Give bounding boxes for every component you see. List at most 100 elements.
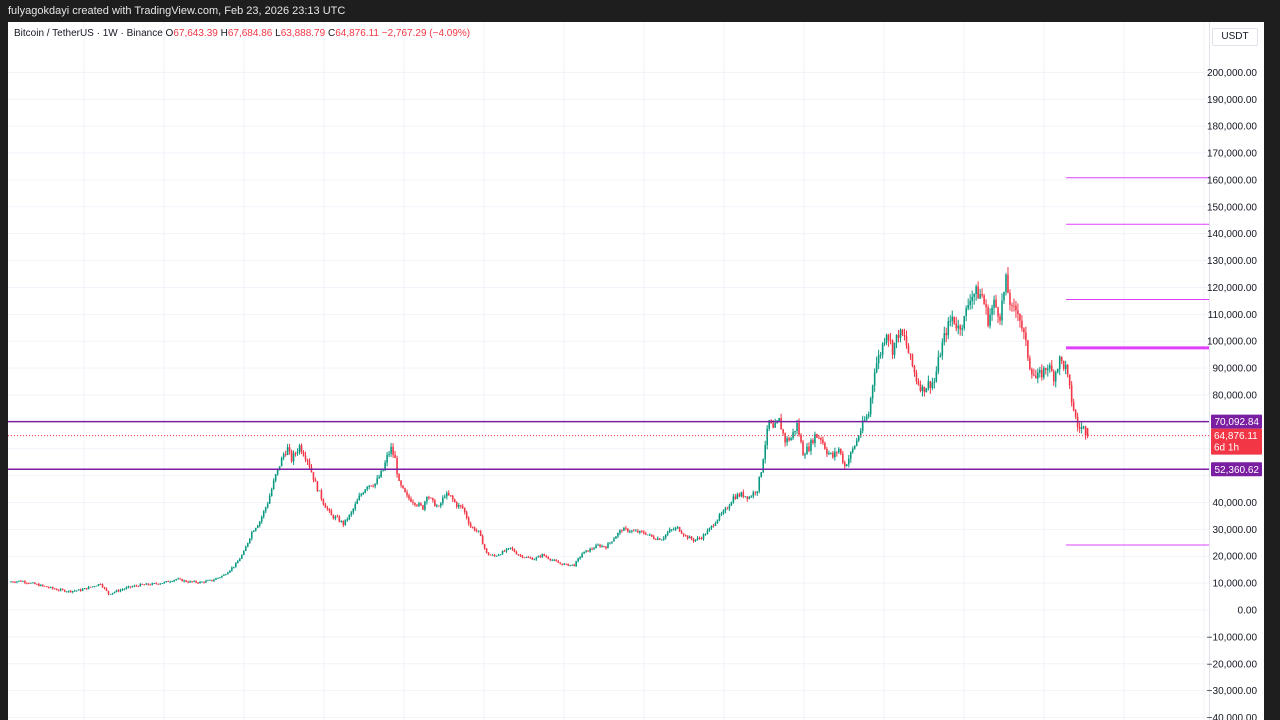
candle-body (529, 557, 532, 559)
candle-body (527, 557, 530, 559)
candle-body (995, 299, 997, 308)
chart-frame[interactable]: Bitcoin / TetherUS · 1W · Binance O67,64… (8, 22, 1264, 720)
candle-body (537, 556, 540, 558)
candle-body (589, 548, 591, 552)
candle-body (356, 500, 359, 504)
candle-body (109, 594, 112, 595)
candle-body (322, 499, 325, 505)
candle-body (684, 535, 687, 537)
candle-body (298, 445, 301, 452)
candle-body (893, 342, 896, 355)
candle-body (760, 472, 763, 477)
candle-body (842, 453, 844, 463)
candle-body (444, 496, 446, 498)
candle-body (129, 586, 132, 588)
candle-body (328, 508, 331, 511)
candle-body (840, 448, 842, 454)
candle-body (505, 548, 508, 552)
candle-body (706, 530, 709, 535)
price-axis[interactable] (1209, 22, 1264, 720)
candle-body (742, 492, 745, 497)
candle-body (402, 485, 404, 489)
candle-body (143, 584, 146, 586)
candle-body (939, 355, 942, 357)
candle-body (692, 539, 695, 542)
candle-body (145, 583, 148, 585)
candle-body (254, 528, 257, 531)
candle-body (1035, 375, 1037, 379)
candle-body (567, 563, 569, 566)
candle-body (55, 589, 58, 591)
candle-body (794, 430, 796, 433)
last-price-tag (1211, 428, 1262, 455)
candle-body (635, 530, 637, 532)
candle-body (834, 451, 836, 458)
candle-body (873, 372, 876, 386)
candle-body (360, 494, 363, 496)
candle-body (907, 345, 910, 354)
candle-body (288, 447, 291, 451)
candle-body (89, 586, 92, 588)
candle-body (1027, 340, 1029, 359)
candle-body (471, 527, 474, 528)
candle-body (881, 343, 884, 355)
candle-body (241, 554, 243, 559)
candle-body (786, 438, 788, 443)
candle-body (447, 493, 450, 496)
candle-body (662, 537, 665, 540)
candle-body (792, 432, 794, 439)
candle-body (1082, 426, 1085, 428)
candle-body (1033, 374, 1035, 376)
candle-body (308, 461, 311, 468)
candle-body (495, 555, 498, 557)
candle-body (290, 450, 293, 462)
candle-body (1031, 369, 1033, 375)
candle-body (973, 294, 975, 297)
candle-body (575, 561, 577, 567)
candle-body (225, 574, 227, 576)
price-chart[interactable] (8, 22, 1264, 720)
y-tick-label: 130,000.00 (1207, 256, 1257, 267)
candle-body (280, 457, 283, 467)
candle-body (422, 505, 424, 510)
candle-body (61, 589, 64, 590)
candle-body (44, 585, 46, 587)
candle-body (133, 585, 136, 587)
candle-body (36, 584, 38, 585)
candle-body (420, 503, 422, 506)
change-value: −2,767.29 (−4.09%) (381, 28, 471, 39)
candle-body (67, 590, 70, 592)
candle-body (183, 580, 185, 582)
candle-body (660, 539, 663, 541)
candle-body (812, 440, 814, 444)
candle-body (656, 538, 659, 540)
candle-body (758, 476, 761, 492)
candle-body (127, 586, 130, 588)
high-value: 67,684.86 (227, 28, 273, 39)
y-tick-label: 190,000.00 (1207, 95, 1257, 106)
candle-body (270, 489, 273, 496)
candle-body (631, 530, 633, 532)
candle-body (919, 384, 922, 391)
candle-body (1074, 410, 1077, 417)
candle-body (905, 336, 908, 346)
candle-body (181, 579, 183, 582)
candle-body (459, 505, 462, 507)
candle-body (1086, 428, 1089, 436)
candle-body (607, 543, 609, 549)
candle-body (515, 551, 518, 555)
axis-currency-label[interactable]: USDT (1212, 28, 1258, 46)
candle-body (442, 497, 444, 504)
y-tick-label: 150,000.00 (1207, 202, 1257, 213)
candle-body (501, 551, 504, 555)
candle-body (698, 537, 701, 539)
candle-body (1060, 356, 1063, 362)
candles (10, 267, 1089, 596)
candle-body (849, 452, 852, 459)
candle-body (73, 590, 76, 592)
candle-body (57, 590, 60, 591)
candle-body (276, 468, 279, 475)
candle-body (20, 580, 22, 582)
candle-body (477, 530, 480, 532)
candle-body (77, 589, 80, 591)
